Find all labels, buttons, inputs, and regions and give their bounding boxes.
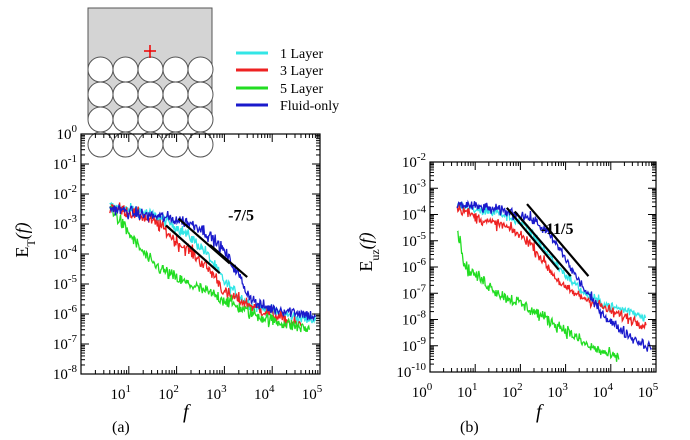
- slope-reference-line: [209, 244, 248, 278]
- y-tick-label: 10-10: [396, 361, 426, 381]
- series-line-3-layer: [456, 203, 647, 330]
- inset-circle: [187, 56, 214, 83]
- inset-circle: [112, 106, 139, 133]
- legend-label: 1 Layer: [280, 47, 323, 62]
- y-axis-label-a: ET(f): [12, 222, 38, 257]
- panel-label-a: (a): [112, 419, 130, 436]
- slope-reference-line: [165, 224, 221, 274]
- y-axis-label-b: Euz(f): [356, 232, 382, 271]
- inset-circle: [137, 81, 164, 108]
- y-tick-label: 10-5: [53, 273, 78, 293]
- inset-circle: [162, 56, 189, 83]
- y-tick-label: 10-6: [402, 256, 427, 276]
- x-axis-label-a: f: [183, 401, 191, 423]
- x-tick-label: 101: [111, 383, 132, 403]
- legend-entry-3-layer: 3 Layer: [236, 64, 323, 79]
- legend-label: 3 Layer: [280, 64, 323, 79]
- x-tick-label: 104: [254, 383, 275, 403]
- y-tick-label: 10-4: [402, 204, 427, 224]
- inset-circle: [137, 56, 164, 83]
- plot-frame: [80, 133, 321, 375]
- inset-circle: [162, 131, 189, 158]
- y-tick-label: 10-2: [402, 151, 426, 171]
- inset-circle: [162, 81, 189, 108]
- y-tick-label: 10-4: [53, 243, 78, 263]
- legend: 1 Layer 3 Layer 5 Layer Fluid-only: [236, 47, 339, 114]
- y-tick-label: 10-8: [402, 309, 427, 329]
- x-tick-label: 102: [502, 381, 523, 401]
- slope-reference-line: [505, 207, 560, 271]
- series-line-fluid-only: [456, 199, 653, 352]
- slope-label: -7/5: [228, 208, 254, 225]
- inset-circle: [137, 106, 164, 133]
- legend-label: 5 Layer: [280, 82, 323, 97]
- inset-circle: [187, 131, 214, 158]
- series-line-fluid-only: [109, 203, 317, 322]
- inset-circle: [187, 106, 214, 133]
- series-line-5-layer: [456, 230, 620, 362]
- inset-circle: [87, 56, 114, 83]
- x-axis-label-b: f: [536, 401, 544, 423]
- y-tick-label: 10-3: [53, 213, 78, 233]
- series-line-5-layer: [109, 205, 311, 333]
- series-line-1-layer: [456, 201, 647, 322]
- y-tick-label: 10-5: [402, 230, 427, 250]
- legend-entry-5-layer: 5 Layer: [236, 82, 323, 97]
- inset-circles: [87, 56, 214, 158]
- y-tick-label: 10-8: [53, 363, 78, 383]
- inset-circle: [162, 106, 189, 133]
- x-tick-label: 103: [547, 381, 568, 401]
- legend-label: Fluid-only: [280, 99, 339, 114]
- inset-sketch: [87, 7, 214, 158]
- x-tick-label: 104: [593, 381, 614, 401]
- x-tick-label: 105: [302, 383, 323, 403]
- series-line-3-layer: [109, 202, 302, 328]
- slope-label: -11/5: [541, 221, 574, 238]
- inset-circle: [187, 81, 214, 108]
- probe-marker: [144, 45, 156, 58]
- slope-reference-line: [526, 203, 590, 277]
- plot-frame: [429, 161, 657, 373]
- inset-circle: [87, 81, 114, 108]
- x-tick-label: 100: [412, 381, 433, 401]
- y-tick-label: 10-3: [402, 177, 427, 197]
- panel-b: -11/5 100 101 102 103 104 105 10-10 10-9 10-8 10-7…: [396, 151, 658, 401]
- inset-circle: [87, 131, 114, 158]
- inset-circle: [87, 106, 114, 133]
- inset-circle: [137, 131, 164, 158]
- series-line-1-layer: [109, 201, 317, 325]
- y-tick-label: 100: [57, 123, 78, 143]
- inset-circle: [112, 81, 139, 108]
- panel-label-b: (b): [460, 419, 479, 436]
- x-tick-label: 101: [457, 381, 478, 401]
- y-tick-label: 10-7: [53, 333, 78, 353]
- legend-entry-1-layer: 1 Layer: [236, 47, 323, 62]
- y-tick-label: 10-6: [53, 303, 78, 323]
- slope-reference-line: [513, 210, 572, 277]
- y-tick-label: 10-1: [53, 153, 77, 173]
- x-tick-label: 105: [638, 381, 659, 401]
- y-tick-label: 10-9: [402, 335, 427, 355]
- inset-circle: [112, 131, 139, 158]
- x-tick-label: 102: [158, 383, 179, 403]
- x-tick-label: 103: [206, 383, 227, 403]
- legend-entry-fluid-only: Fluid-only: [236, 99, 339, 114]
- y-tick-label: 10-7: [402, 282, 427, 302]
- panel-a: -7/5 101 102 103 104 105 10-8 10-7 10-6 10-5 10-4 1…: [53, 123, 323, 403]
- y-tick-label: 10-2: [53, 183, 77, 203]
- inset-circle: [112, 56, 139, 83]
